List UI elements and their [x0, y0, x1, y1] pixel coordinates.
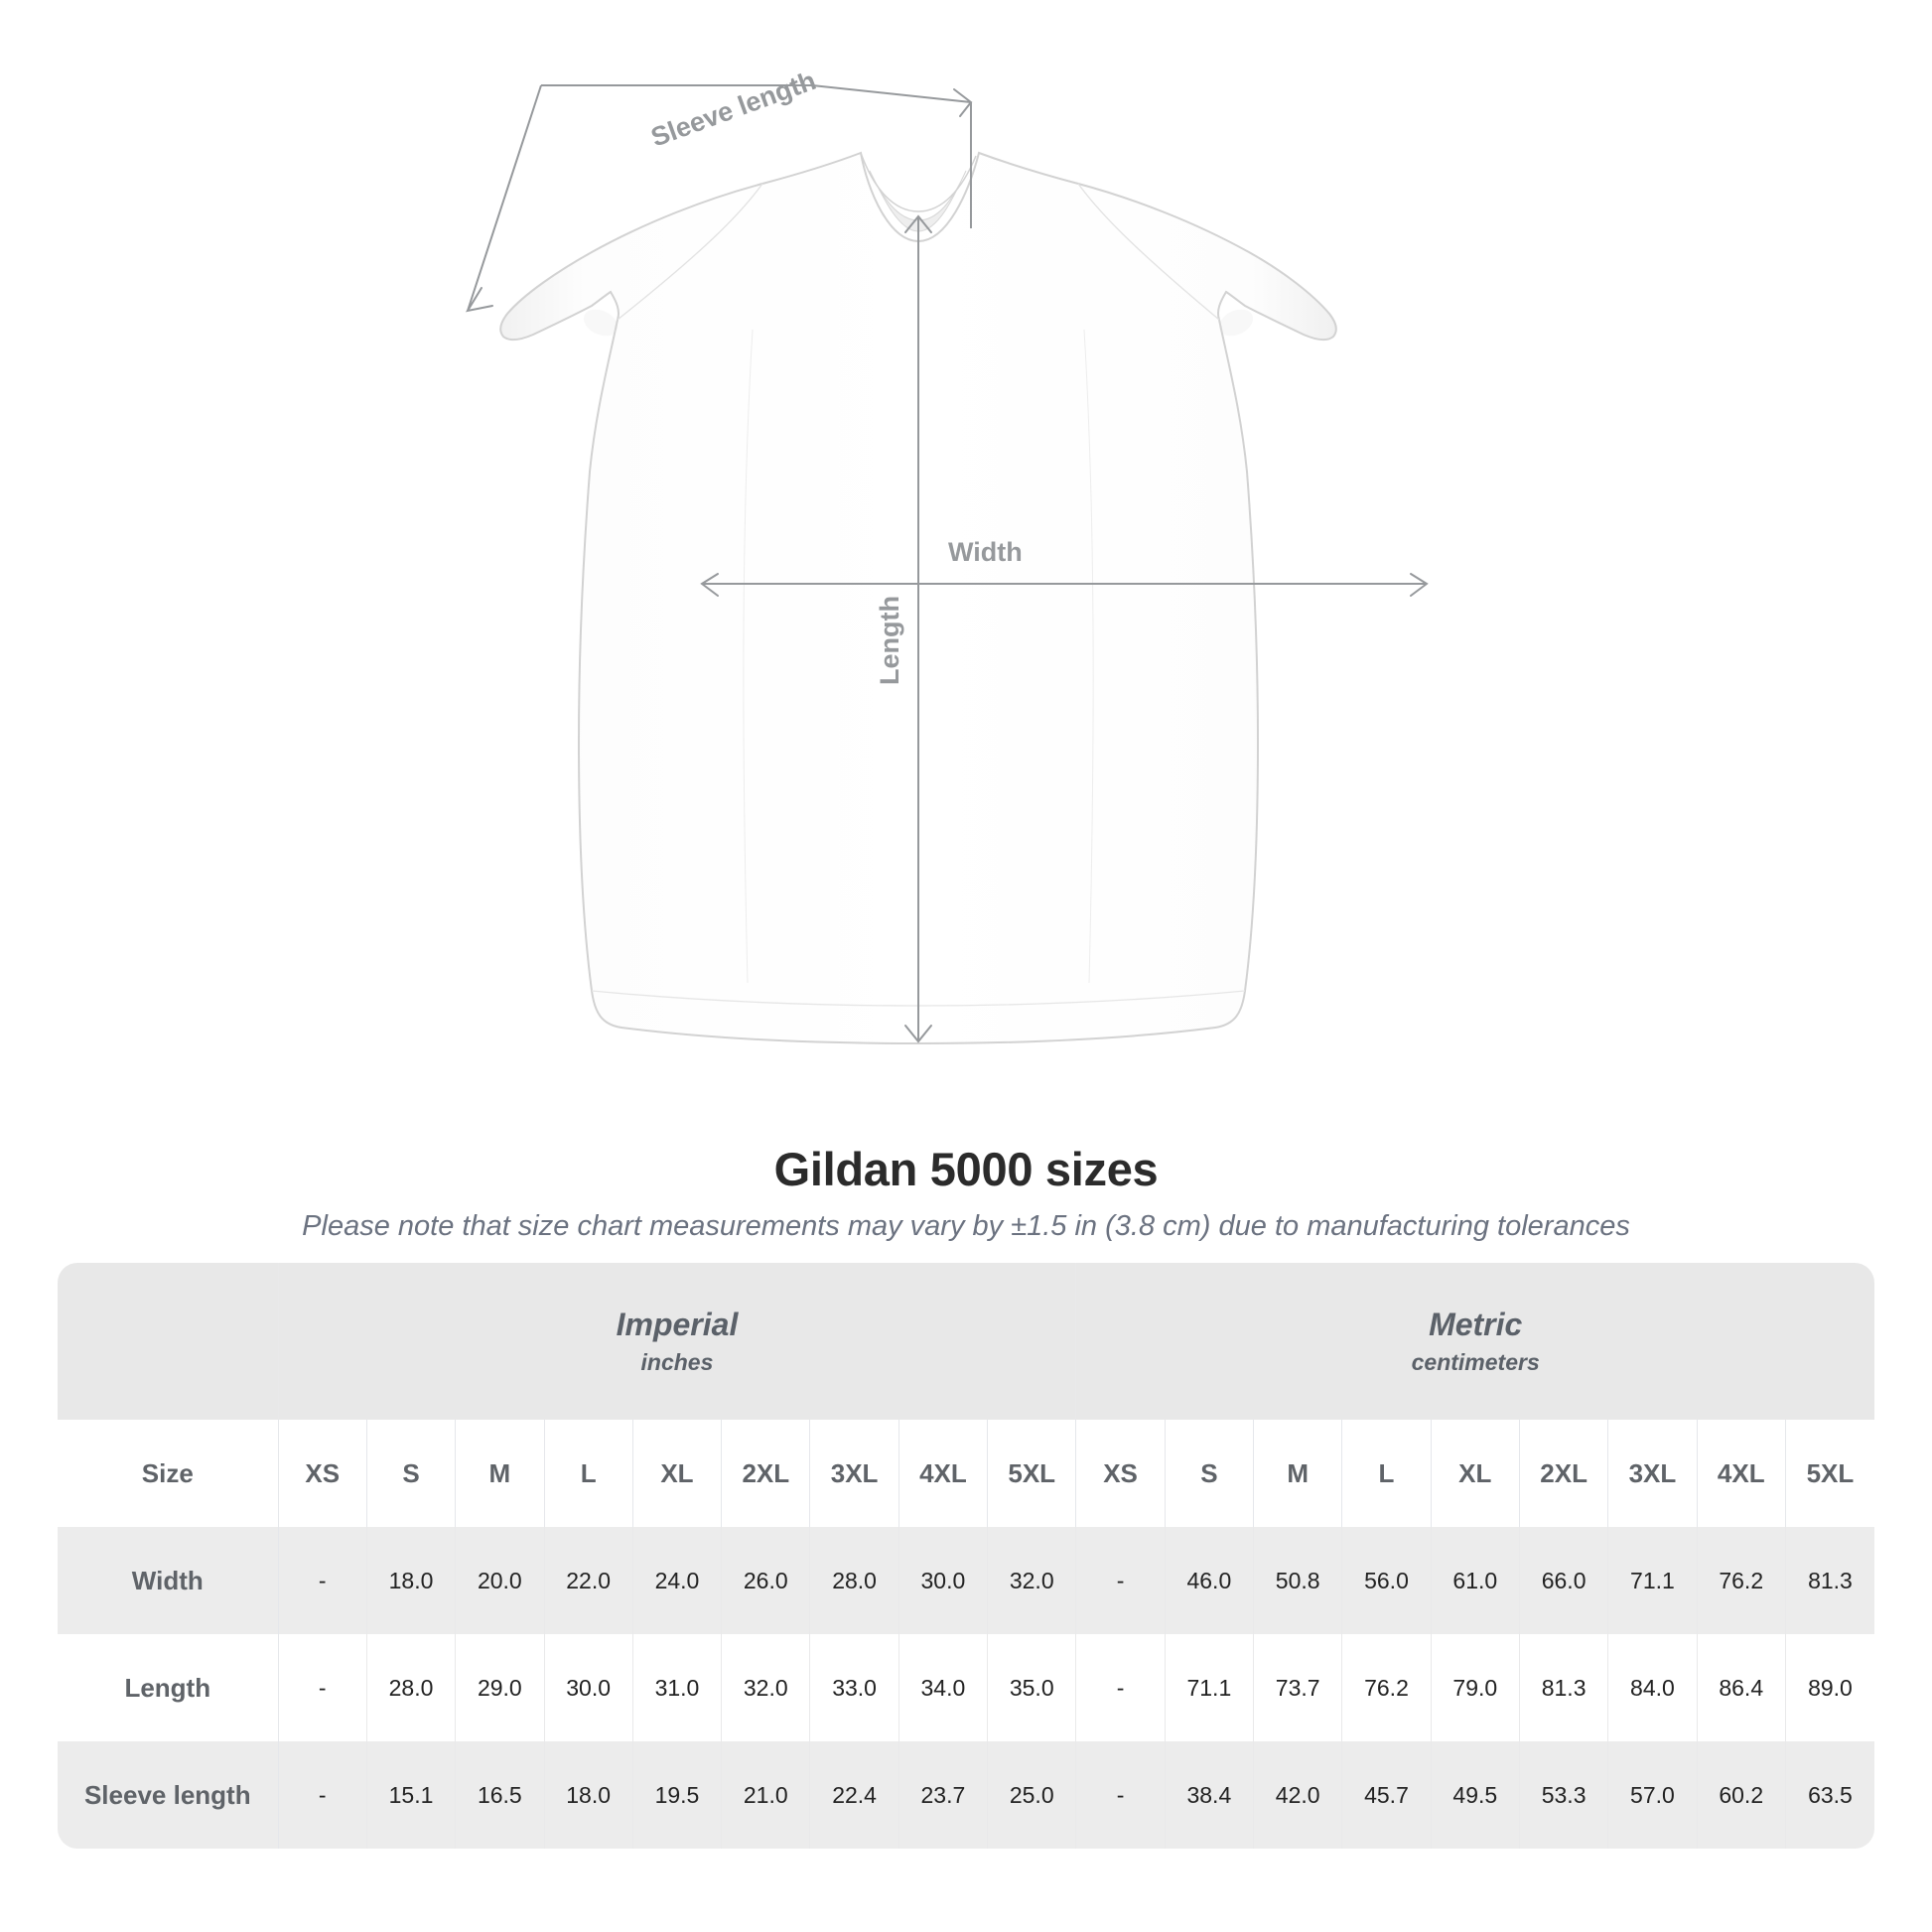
svg-text:Sleeve length: Sleeve length	[647, 66, 820, 153]
svg-text:Length: Length	[875, 596, 904, 685]
svg-text:Width: Width	[948, 537, 1023, 567]
